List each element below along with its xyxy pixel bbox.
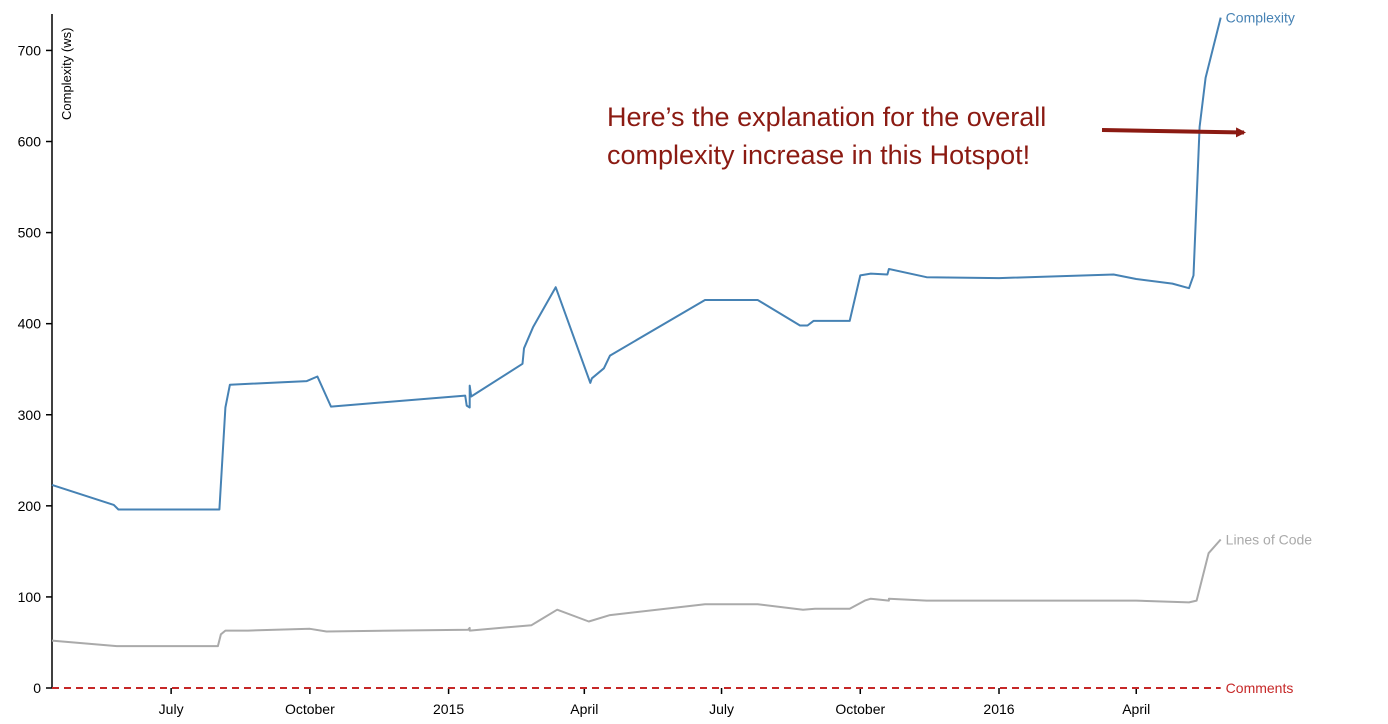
x-tick-label: July — [709, 701, 734, 717]
annotation: Here’s the explanation for the overall c… — [607, 102, 1246, 170]
comments-label: Comments — [1226, 680, 1294, 696]
complexity-label: Complexity — [1226, 10, 1295, 26]
x-tick-label: July — [159, 701, 184, 717]
y-tick-label: 400 — [18, 316, 42, 332]
y-tick-label: 0 — [33, 680, 41, 696]
x-tick-label: April — [570, 701, 598, 717]
complexity-line — [51, 17, 1222, 511]
y-tick-label: 200 — [18, 498, 42, 514]
x-tick-label: 2016 — [983, 701, 1014, 717]
x-tick-label: April — [1122, 701, 1150, 717]
y-tick-label: 100 — [18, 589, 42, 605]
y-tick-label: 500 — [18, 225, 42, 241]
annotation-arrow — [1101, 127, 1246, 138]
y-tick-label: 600 — [18, 134, 42, 150]
lines-of-code-label: Lines of Code — [1226, 532, 1313, 548]
x-tick-label: October — [285, 701, 335, 717]
annotation-line-2: complexity increase in this Hotspot! — [607, 140, 1030, 170]
annotation-line-1: Here’s the explanation for the overall — [607, 102, 1046, 132]
y-tick-label: 700 — [18, 42, 42, 58]
y-tick-label: 300 — [18, 407, 42, 423]
lines-of-code-line — [51, 538, 1222, 648]
series-layer: Complexity Lines of Code Comments — [51, 10, 1313, 696]
x-axis: July October 2015 April July October 2016 April — [159, 688, 1150, 717]
x-tick-label: October — [835, 701, 885, 717]
y-axis-title: Complexity (ws) — [59, 28, 74, 120]
x-tick-label: 2015 — [433, 701, 464, 717]
y-axis: 0 100 200 300 400 500 600 700 — [18, 14, 53, 696]
